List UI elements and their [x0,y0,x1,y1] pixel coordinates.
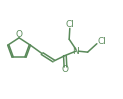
Text: Cl: Cl [97,37,106,46]
Text: N: N [73,47,79,56]
Text: O: O [62,65,69,74]
Text: O: O [16,30,23,39]
Text: Cl: Cl [66,20,75,29]
